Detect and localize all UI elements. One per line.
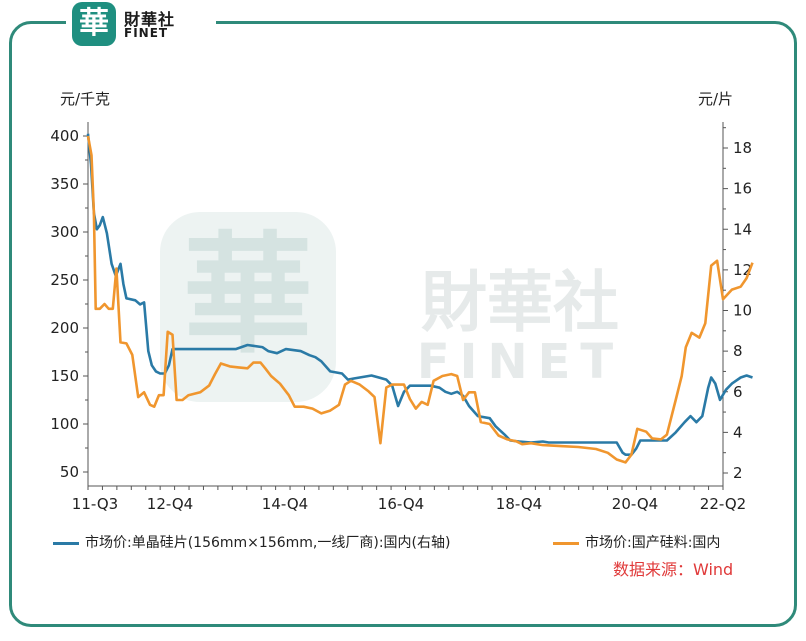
legend-swatch-blue (53, 541, 79, 545)
watermark-name-en: FINET (417, 334, 623, 390)
right-tick-label: 2 (733, 464, 743, 482)
x-tick-label: 16-Q4 (378, 495, 424, 513)
x-tick-label: 18-Q4 (496, 495, 542, 513)
legend-swatch-orange (553, 541, 579, 545)
brand-name-en: FINET (124, 26, 169, 40)
x-tick-label: 22-Q2 (700, 495, 746, 513)
legend-item-monocrystalline-wafer: 市场价:单晶硅片(156mm×156mm,一线厂商):国内(右轴) (53, 532, 450, 552)
left-axis-unit: 元/千克 (60, 90, 111, 108)
x-tick-label: 12-Q4 (147, 495, 193, 513)
source-note: 数据来源：Wind (613, 560, 734, 579)
x-tick-label: 20-Q4 (612, 495, 658, 513)
left-tick-label: 50 (60, 463, 79, 481)
legend-label: 市场价:单晶硅片(156mm×156mm,一线厂商):国内(右轴) (85, 535, 451, 551)
right-tick-label: 10 (733, 302, 752, 320)
legend-label: 市场价:国产硅料:国内 (585, 535, 721, 551)
x-tick-label: 14-Q4 (262, 495, 308, 513)
left-tick-label: 250 (50, 271, 79, 289)
left-tick-label: 400 (50, 127, 79, 145)
left-tick-label: 300 (50, 223, 79, 241)
right-tick-label: 14 (733, 220, 752, 238)
right-tick-label: 6 (733, 383, 743, 401)
watermark: 華 財華社 FINET (160, 212, 623, 402)
left-tick-label: 150 (50, 367, 79, 385)
brand-logo: 華 財華社 FINET (66, 0, 216, 48)
series-line-polysilicon (86, 135, 754, 464)
right-tick-label: 8 (733, 342, 743, 360)
right-tick-label: 16 (733, 180, 752, 198)
chart-frame (9, 21, 797, 627)
left-tick-label: 200 (50, 319, 79, 337)
left-tick-label: 100 (50, 415, 79, 433)
x-tick-label: 11-Q3 (72, 495, 118, 513)
watermark-seal-icon (160, 212, 336, 402)
brand-name-cn: 財華社 (124, 10, 176, 29)
right-tick-label: 4 (733, 423, 743, 441)
watermark-name-cn: 財華社 (421, 264, 619, 341)
legend-item-polysilicon: 市场价:国产硅料:国内 (553, 532, 720, 552)
left-tick-label: 350 (50, 175, 79, 193)
right-axis-unit: 元/片 (698, 90, 734, 108)
right-tick-label: 18 (733, 139, 752, 157)
brand-seal-icon: 華 (72, 2, 116, 46)
